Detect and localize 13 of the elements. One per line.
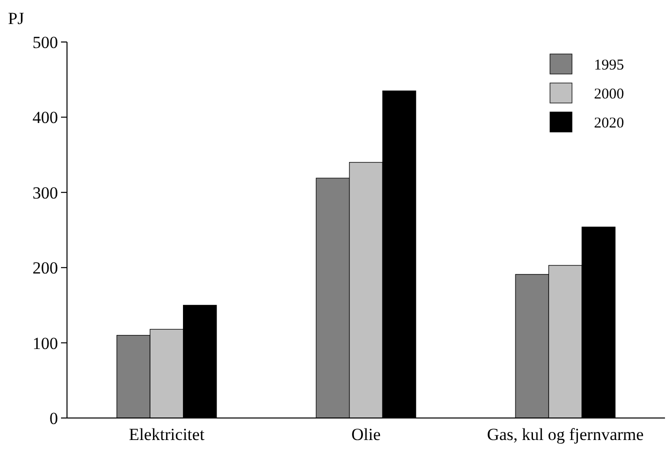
y-tick-label: 200 bbox=[32, 258, 58, 278]
legend-label: 2000 bbox=[594, 86, 624, 102]
y-tick-label: 0 bbox=[50, 408, 58, 428]
y-tick-label: 300 bbox=[32, 183, 58, 202]
y-axis-title: PJ bbox=[8, 9, 24, 28]
y-tick-label: 500 bbox=[32, 32, 58, 52]
x-tick-label: Gas, kul og fjernvarme bbox=[486, 425, 644, 444]
x-tick-label: Olie bbox=[351, 425, 381, 444]
x-tick-label: Elektricitet bbox=[128, 425, 205, 444]
legend-label: 1995 bbox=[594, 57, 624, 74]
y-tick-label: 400 bbox=[32, 108, 58, 128]
legend-label: 2020 bbox=[594, 115, 624, 132]
y-tick-label: 100 bbox=[32, 334, 58, 353]
